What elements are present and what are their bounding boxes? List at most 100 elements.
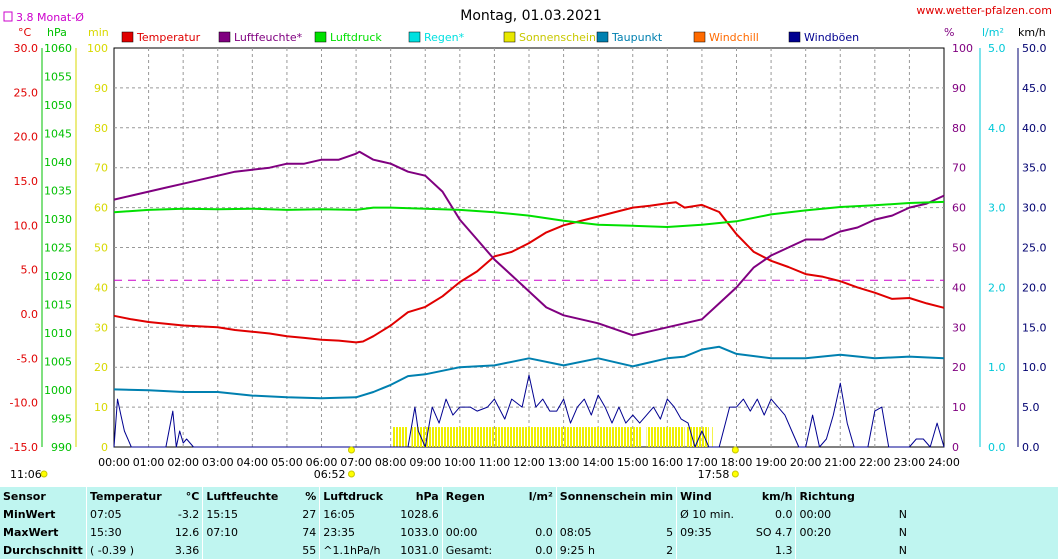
rain-tick-label: 2.0 bbox=[988, 281, 1006, 294]
stats-temp-time: 07:05 bbox=[85, 505, 168, 523]
stats-header-sensor: Sensor bbox=[3, 489, 46, 503]
stats-header-direction-spacer bbox=[870, 487, 910, 505]
series-line-taupunkt bbox=[113, 345, 945, 400]
pressure-tick-label: 1035 bbox=[44, 185, 72, 198]
sunshine-bar bbox=[392, 427, 408, 447]
pressure-tick-label: 1005 bbox=[44, 356, 72, 369]
sunshine-tick-label: 90 bbox=[94, 82, 108, 95]
legend-label: Sonnenschein bbox=[519, 31, 596, 44]
humidity-tick-label: 10 bbox=[952, 401, 966, 414]
x-tick-label: 10:00 bbox=[444, 456, 476, 469]
x-tick-label: 06:00 bbox=[306, 456, 338, 469]
stats-temp-value: 12.6 bbox=[174, 525, 200, 539]
stats-rain-value: 0.0 bbox=[535, 525, 553, 539]
stats-row-average: Durchschnitt ( -0.39 ) 3.36 55 ^1.1hPa/h… bbox=[0, 541, 910, 559]
legend-swatch bbox=[503, 31, 516, 43]
stats-header-temperature-unit: °C bbox=[185, 489, 200, 503]
wind-tick-label: 40.0 bbox=[1022, 122, 1047, 135]
x-tick-label: 02:00 bbox=[167, 456, 199, 469]
wind-tick-label: 15.0 bbox=[1022, 321, 1047, 334]
x-tick-label: 12:00 bbox=[513, 456, 545, 469]
sunshine-tick-label: 0 bbox=[101, 441, 108, 454]
stats-wind-time: Ø 10 min. bbox=[676, 505, 751, 523]
sunshine-tick-label: 70 bbox=[94, 162, 108, 175]
x-tick-label: 23:00 bbox=[894, 456, 926, 469]
legend-swatch bbox=[788, 31, 801, 43]
sunshine-bar bbox=[646, 427, 685, 447]
stats-header-pressure-unit: hPa bbox=[415, 489, 439, 503]
stats-header-sunshine: Sonnenschein min bbox=[555, 487, 677, 505]
x-tick-label: 07:00 bbox=[340, 456, 372, 469]
stats-wind-value: SO 4.7 bbox=[755, 525, 793, 539]
sunset-marker bbox=[731, 446, 739, 454]
sunshine-tick-label: 30 bbox=[94, 321, 108, 334]
humidity-tick-label: 30 bbox=[952, 321, 966, 334]
x-tick-label: 11:00 bbox=[479, 456, 511, 469]
sunset-time: 17:58 bbox=[698, 468, 730, 481]
x-tick-label: 03:00 bbox=[202, 456, 234, 469]
sunrise-marker bbox=[347, 446, 355, 454]
stats-dir-value: N bbox=[898, 525, 907, 539]
humidity-tick-label: 70 bbox=[952, 162, 966, 175]
legend-label: Windböen bbox=[804, 31, 859, 44]
rain-unit-label: l/m² bbox=[982, 26, 1004, 39]
stats-hum-time: 15:15 bbox=[202, 505, 287, 523]
stats-rain-value bbox=[513, 505, 557, 523]
stats-sun-time: 9:25 h bbox=[555, 541, 648, 559]
series-line-windböen bbox=[113, 374, 945, 448]
x-tick-label: 22:00 bbox=[859, 456, 891, 469]
stats-press-value: 1033.0 bbox=[400, 525, 439, 539]
stats-dir-value: N bbox=[898, 507, 907, 521]
pressure-tick-label: 1040 bbox=[44, 156, 72, 169]
stats-dir-time: 00:20 bbox=[795, 523, 870, 541]
temperature-tick-label: -5.0 bbox=[17, 352, 38, 365]
temperature-tick-label: 15.0 bbox=[14, 175, 39, 188]
sunshine-unit-label: min bbox=[88, 26, 109, 39]
humidity-tick-label: 60 bbox=[952, 202, 966, 215]
stats-sun-value bbox=[647, 505, 676, 523]
temperature-tick-label: 25.0 bbox=[14, 86, 39, 99]
stats-header-pressure: Luftdruck bbox=[319, 487, 396, 505]
stats-header-wind-unit: km/h bbox=[761, 489, 793, 503]
legend-label: Taupunkt bbox=[611, 31, 663, 44]
series-line-luftdruck bbox=[113, 200, 945, 228]
rain-tick-label: 3.0 bbox=[988, 202, 1006, 215]
legend-label: Regen* bbox=[424, 31, 465, 44]
pressure-tick-label: 1010 bbox=[44, 327, 72, 340]
sunshine-bar bbox=[686, 427, 709, 447]
left-marker-icon bbox=[40, 470, 48, 478]
wind-tick-label: 30.0 bbox=[1022, 202, 1047, 215]
stats-wind-value: 1.3 bbox=[774, 543, 793, 557]
left-marker-time: 11:06 bbox=[10, 468, 42, 481]
wind-tick-label: 5.0 bbox=[1022, 401, 1040, 414]
stats-wind-value: 0.0 bbox=[774, 507, 793, 521]
sunshine-tick-label: 100 bbox=[87, 42, 108, 55]
rain-tick-label: 1.0 bbox=[988, 361, 1006, 374]
x-tick-label: 18:00 bbox=[721, 456, 753, 469]
stats-hum-time bbox=[202, 541, 287, 559]
x-tick-label: 17:00 bbox=[686, 456, 718, 469]
x-tick-label: 05:00 bbox=[271, 456, 303, 469]
pressure-tick-label: 1000 bbox=[44, 384, 72, 397]
humidity-tick-label: 80 bbox=[952, 122, 966, 135]
x-tick-label: 19:00 bbox=[755, 456, 787, 469]
x-tick-label: 08:00 bbox=[375, 456, 407, 469]
wind-tick-label: 35.0 bbox=[1022, 162, 1047, 175]
wind-tick-label: 25.0 bbox=[1022, 242, 1047, 255]
legend-label: Luftfeuchte* bbox=[234, 31, 303, 44]
pressure-unit-label: hPa bbox=[47, 26, 67, 39]
wind-tick-label: 50.0 bbox=[1022, 42, 1047, 55]
temperature-tick-label: -10.0 bbox=[10, 397, 38, 410]
temperature-tick-label: 30.0 bbox=[14, 42, 39, 55]
pressure-tick-label: 1050 bbox=[44, 99, 72, 112]
temperature-unit-label: °C bbox=[18, 26, 32, 39]
pressure-tick-label: 990 bbox=[51, 441, 72, 454]
humidity-tick-label: 90 bbox=[952, 82, 966, 95]
pressure-tick-label: 1030 bbox=[44, 213, 72, 226]
legend-label: Windchill bbox=[709, 31, 759, 44]
humidity-tick-label: 100 bbox=[952, 42, 973, 55]
stats-hum-value: 74 bbox=[302, 525, 317, 539]
stats-header-direction: Richtung bbox=[795, 487, 870, 505]
monthly-mean-legend-box bbox=[3, 11, 13, 22]
chart-title: Montag, 01.03.2021 bbox=[460, 8, 602, 24]
